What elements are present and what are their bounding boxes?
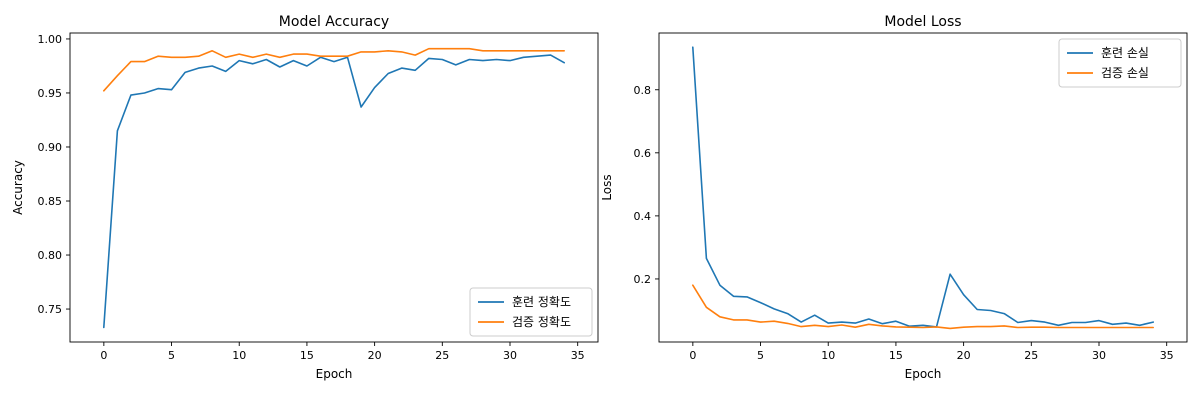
legend-box — [1058, 38, 1182, 88]
chart-panel-2: Model Loss 0 5 10 15 20 25 30 35 0.2 0.4 0.6 0.8 Epoc… — [600, 14, 1188, 381]
legend-label: 훈련 손실 — [1101, 46, 1149, 60]
y-axis-label: Loss — [600, 174, 614, 200]
x-tick-label: 10 — [232, 349, 246, 362]
x-tick-label: 25 — [1024, 349, 1038, 362]
x-tick-label: 15 — [300, 349, 314, 362]
y-tick-label: 0.4 — [634, 210, 652, 223]
x-tick-label: 20 — [957, 349, 971, 362]
legend-label: 검증 정확도 — [512, 315, 571, 329]
y-tick-label: 0.8 — [634, 84, 652, 97]
series-line-1 — [691, 46, 1154, 328]
y-tick-label: 0.75 — [38, 303, 63, 316]
legend-label: 검증 손실 — [1101, 66, 1149, 80]
x-tick-label: 15 — [889, 349, 903, 362]
x-tick-label: 0 — [689, 349, 696, 362]
x-tick-label: 30 — [503, 349, 517, 362]
y-tick-label: 0.90 — [38, 141, 63, 154]
y-tick-label: 0.80 — [38, 249, 63, 262]
y-tick-label: 0.2 — [634, 273, 652, 286]
chart-panel-1: Model Accuracy 0 5 10 15 20 25 30 35 0.75 0.80 0.85… — [11, 14, 599, 381]
x-axis-label: Epoch — [316, 367, 353, 381]
x-tick-label: 20 — [368, 349, 382, 362]
x-tick-label: 5 — [757, 349, 764, 362]
x-tick-label: 25 — [435, 349, 449, 362]
axes-frame — [69, 32, 599, 343]
x-tick-label: 0 — [100, 349, 107, 362]
y-axis-label: Accuracy — [11, 160, 25, 215]
y-tick-label: 1.00 — [38, 33, 63, 46]
x-tick-label: 5 — [168, 349, 175, 362]
x-tick-label: 35 — [1160, 349, 1174, 362]
x-axis-label: Epoch — [905, 367, 942, 381]
y-tick-label: 0.6 — [634, 147, 652, 160]
x-tick-label: 10 — [821, 349, 835, 362]
axes-frame — [658, 32, 1188, 343]
x-tick-label: 35 — [571, 349, 585, 362]
legend-label: 훈련 정확도 — [512, 295, 571, 309]
y-tick-label: 0.95 — [38, 87, 63, 100]
chart-title: Model Accuracy — [279, 14, 389, 30]
series-line-2 — [103, 47, 566, 92]
series-line-1 — [103, 54, 566, 329]
y-tick-label: 0.85 — [38, 195, 63, 208]
series-line-2 — [691, 284, 1154, 330]
legend-box — [469, 287, 593, 337]
chart-title: Model Loss — [884, 14, 961, 30]
x-tick-label: 30 — [1092, 349, 1106, 362]
